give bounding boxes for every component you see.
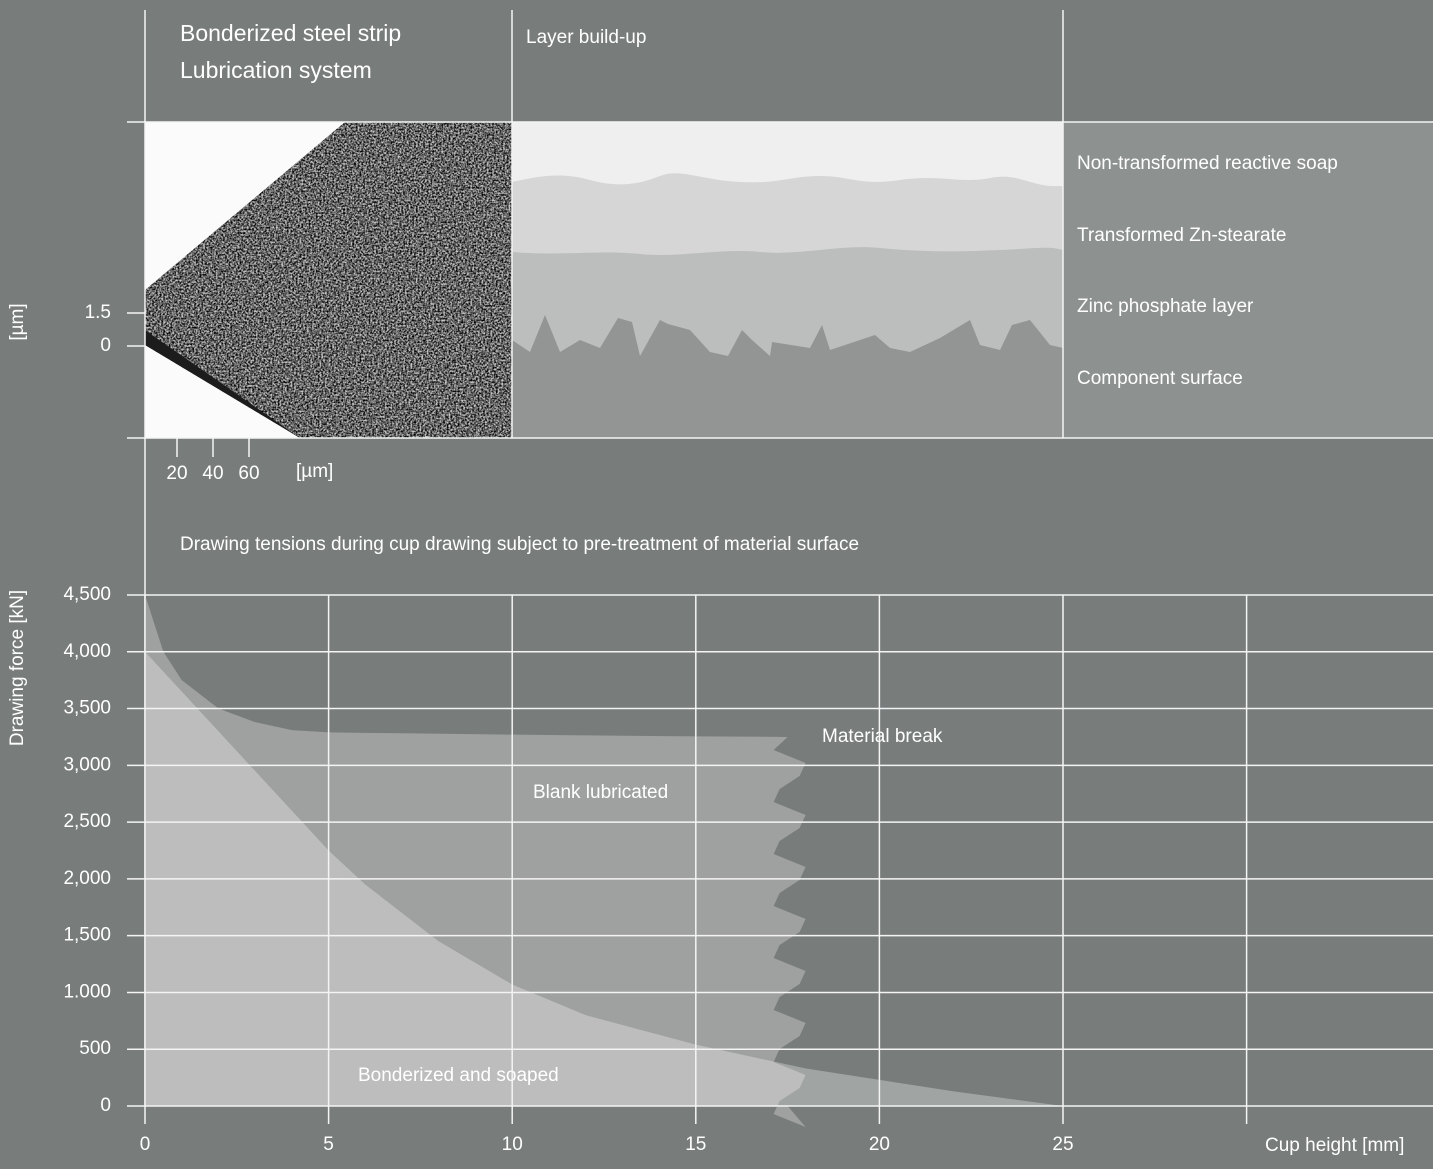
- micro-x-tick-label: 40: [202, 463, 223, 484]
- x-tick-label: 10: [502, 1134, 523, 1155]
- layer-label: Non-transformed reactive soap: [1077, 153, 1338, 174]
- x-tick-label: 20: [869, 1134, 890, 1155]
- micro-y-tick-label: 1.5: [85, 302, 111, 323]
- chart-title: Drawing tensions during cup drawing subj…: [180, 534, 859, 555]
- y-tick-label: 1,500: [63, 925, 111, 946]
- series-label: Blank lubricated: [533, 782, 668, 803]
- layer-label: Zinc phosphate layer: [1077, 296, 1254, 317]
- y-axis-label: Drawing force [kN]: [7, 590, 28, 746]
- x-tick-label: 0: [140, 1134, 151, 1155]
- x-axis-label: Cup height [mm]: [1265, 1135, 1404, 1156]
- x-tick-label: 15: [685, 1134, 706, 1155]
- annotation: Material break: [822, 726, 943, 747]
- header-title: Lubrication system: [180, 57, 372, 83]
- y-tick-label: 4,000: [63, 641, 111, 662]
- y-tick-label: 3,500: [63, 698, 111, 719]
- y-tick-label: 500: [79, 1038, 111, 1059]
- y-tick-label: 2,500: [63, 811, 111, 832]
- micro-y-label: [µm]: [7, 303, 28, 340]
- header-title: Layer build-up: [526, 27, 646, 48]
- layer-label: Transformed Zn-stearate: [1077, 225, 1286, 246]
- y-tick-label: 3,000: [63, 754, 111, 775]
- x-tick-label: 25: [1052, 1134, 1073, 1155]
- y-tick-label: 1.000: [63, 981, 111, 1002]
- micro-x-label: [µm]: [296, 461, 333, 482]
- micro-y-tick-label: 0: [100, 335, 111, 356]
- series-label: Bonderized and soaped: [358, 1065, 559, 1086]
- layer-label: Component surface: [1077, 368, 1243, 389]
- y-tick-label: 2,000: [63, 868, 111, 889]
- area: [145, 595, 806, 1127]
- y-tick-label: 4,500: [63, 584, 111, 605]
- legend-panel: [1063, 122, 1433, 438]
- micro-x-tick-label: 60: [238, 463, 259, 484]
- phosphate-layer: [512, 315, 1063, 438]
- x-tick-label: 5: [323, 1134, 334, 1155]
- micro-x-tick-label: 20: [166, 463, 187, 484]
- header-title: Bonderized steel strip: [180, 20, 401, 46]
- y-tick-label: 0: [100, 1095, 111, 1116]
